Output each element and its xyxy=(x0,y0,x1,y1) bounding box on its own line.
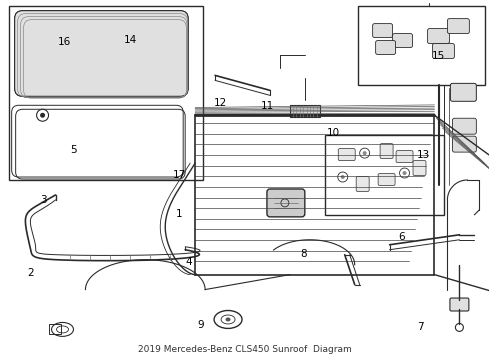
Text: 14: 14 xyxy=(123,35,137,45)
Bar xyxy=(325,135,444,215)
FancyBboxPatch shape xyxy=(372,24,392,37)
FancyBboxPatch shape xyxy=(338,149,355,161)
Text: 4: 4 xyxy=(186,257,192,267)
FancyBboxPatch shape xyxy=(427,28,449,44)
Text: 9: 9 xyxy=(197,320,204,330)
FancyBboxPatch shape xyxy=(15,11,188,96)
Text: 3: 3 xyxy=(40,195,47,205)
Text: 8: 8 xyxy=(300,248,307,258)
FancyBboxPatch shape xyxy=(376,41,395,54)
Text: 1: 1 xyxy=(176,209,182,219)
Circle shape xyxy=(363,151,367,155)
Text: 2019 Mercedes-Benz CLS450 Sunroof  Diagram: 2019 Mercedes-Benz CLS450 Sunroof Diagra… xyxy=(138,345,352,354)
Text: 16: 16 xyxy=(58,37,71,47)
FancyBboxPatch shape xyxy=(447,19,469,33)
FancyBboxPatch shape xyxy=(392,33,413,48)
Text: 17: 17 xyxy=(172,170,186,180)
Text: 11: 11 xyxy=(260,102,273,112)
Circle shape xyxy=(341,175,345,179)
Circle shape xyxy=(403,171,407,175)
Text: 5: 5 xyxy=(70,144,76,154)
FancyBboxPatch shape xyxy=(378,174,395,185)
Circle shape xyxy=(40,113,45,118)
Ellipse shape xyxy=(225,318,230,321)
Text: 15: 15 xyxy=(431,51,444,61)
Text: 2: 2 xyxy=(27,268,34,278)
FancyBboxPatch shape xyxy=(396,150,413,163)
FancyBboxPatch shape xyxy=(267,189,305,217)
Text: 7: 7 xyxy=(417,322,424,332)
Text: 6: 6 xyxy=(398,232,405,242)
FancyBboxPatch shape xyxy=(452,118,476,134)
FancyBboxPatch shape xyxy=(380,144,393,159)
Text: 13: 13 xyxy=(416,150,430,160)
FancyBboxPatch shape xyxy=(433,44,454,58)
Text: 12: 12 xyxy=(214,98,227,108)
FancyBboxPatch shape xyxy=(450,298,469,311)
FancyBboxPatch shape xyxy=(452,136,476,152)
FancyBboxPatch shape xyxy=(356,176,369,192)
Bar xyxy=(49,324,61,334)
Bar xyxy=(358,6,485,85)
Bar xyxy=(9,6,203,180)
Bar xyxy=(290,105,320,117)
FancyBboxPatch shape xyxy=(450,84,476,101)
FancyBboxPatch shape xyxy=(413,161,426,176)
Text: 10: 10 xyxy=(326,129,340,138)
